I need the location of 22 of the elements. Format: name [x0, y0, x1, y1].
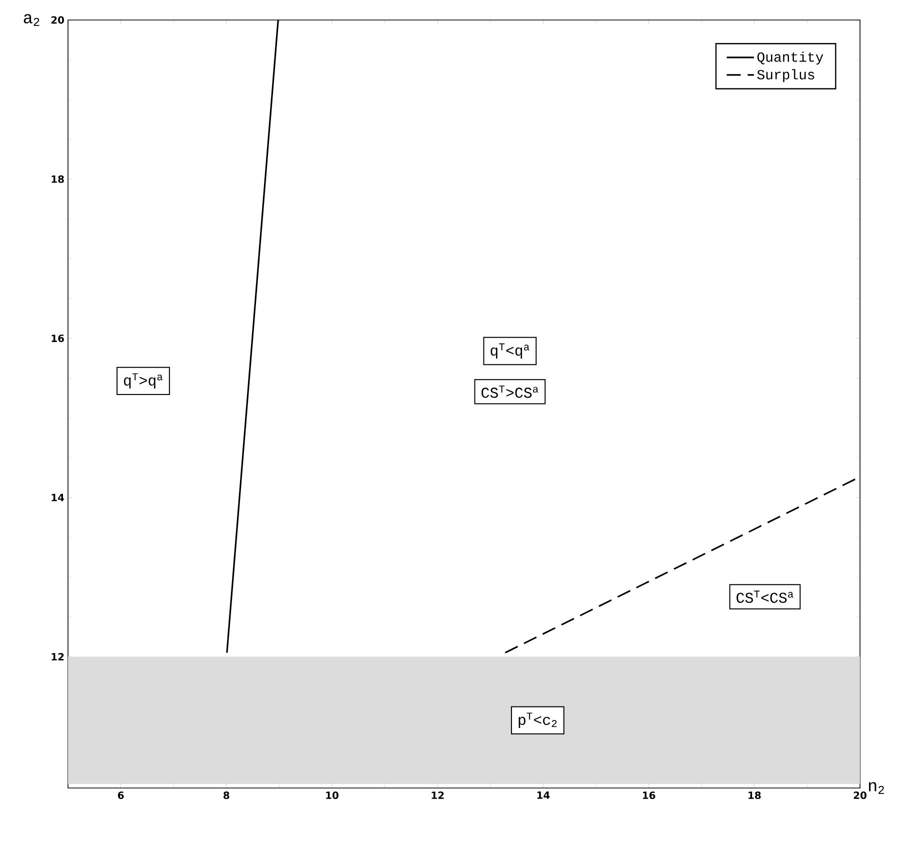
x-tick-label: 16: [643, 792, 656, 800]
x-tick-label: 14: [537, 792, 550, 799]
annotation: q$^{T}$<q$^{a}$: [490, 343, 530, 359]
y-tick-label: 16: [52, 334, 64, 342]
x-axis-title: n$_{2}$: [869, 782, 884, 794]
y-tick-label: 12: [52, 652, 64, 660]
x-tick-label: 12: [432, 792, 444, 799]
annotation: CS$^{T}$>CS$^{a}$: [482, 386, 538, 398]
annotation: CS$^{T}$<CS$^{a}$: [736, 590, 794, 603]
x-tick-label: 10: [326, 792, 338, 800]
band-label: p$^{T}$<c$_{2}$: [518, 712, 557, 728]
x-tick-label: 20: [854, 792, 866, 800]
y-tick-label: 18: [52, 175, 64, 183]
legend-label: Surplus: [757, 69, 814, 82]
annotation: q$^{T}$>q$^{a}$: [124, 373, 163, 389]
y-tick-label: 20: [51, 16, 64, 24]
x-tick-label: 6: [118, 792, 124, 800]
y-tick-label: 14: [52, 494, 64, 502]
legend-label: Quantity: [757, 52, 824, 65]
y-axis-title: a$_{2}$: [24, 14, 40, 26]
x-tick-label: 8: [224, 792, 230, 800]
x-tick-label: 18: [748, 792, 761, 800]
